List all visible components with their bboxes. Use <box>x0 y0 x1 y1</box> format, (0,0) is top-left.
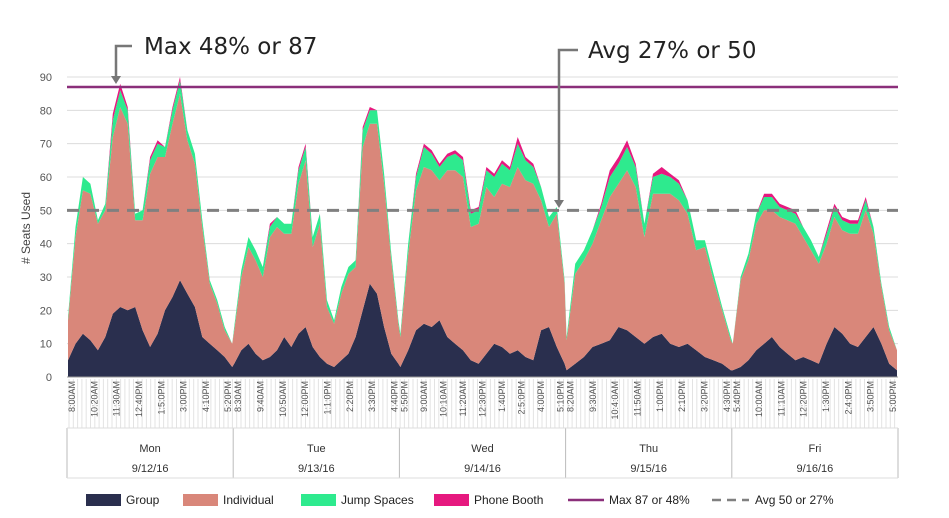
x-tick-label: 10:20AM <box>89 381 99 417</box>
date-label: 9/13/16 <box>298 463 335 475</box>
x-tick-label: 12:20PM <box>799 381 809 417</box>
day-label: Thu <box>639 443 658 455</box>
x-tick-label: 5:00PM <box>888 381 898 412</box>
reference-lines <box>67 85 898 212</box>
x-tick-label: 11:30AM <box>112 381 122 416</box>
y-tick-label: 90 <box>40 72 52 84</box>
x-tick-label: 5:40PM <box>732 381 742 412</box>
y-tick-label: 0 <box>46 372 52 384</box>
x-tick-label: 9:30AM <box>588 381 598 412</box>
x-tick-label: 11:10AM <box>776 381 786 416</box>
legend: Group Individual Jump Spaces Phone Booth… <box>86 493 834 507</box>
date-label: 9/12/16 <box>132 463 169 475</box>
x-tick-label: 5:50PM <box>399 381 409 412</box>
day-label: Mon <box>139 443 160 455</box>
x-tick-label: 10:50AM <box>278 381 288 417</box>
x-tick-label: 1:5:0PM <box>156 381 166 415</box>
x-tick-label: 11:50AM <box>633 381 643 416</box>
x-tick-label: 5:20PM <box>223 381 233 412</box>
y-tick-label: 50 <box>40 205 52 217</box>
x-tick-label: 12:00PM <box>300 381 310 417</box>
x-tick-label: 1:1:0PM <box>323 381 333 415</box>
legend-label-phone: Phone Booth <box>474 493 543 507</box>
date-label: 9/16/16 <box>797 463 834 475</box>
max-annotation: Max 48% or 87 <box>111 34 317 84</box>
area-group <box>68 280 897 377</box>
x-tick-label: 4:10PM <box>201 381 211 412</box>
y-tick-label: 10 <box>40 339 52 351</box>
x-tick-label: 1:00PM <box>655 381 665 412</box>
x-tick-label: 12:40PM <box>134 381 144 417</box>
legend-swatch-phone <box>434 494 469 506</box>
x-tick-label: 5:10PM <box>556 381 566 412</box>
x-tick-label: 8:20AM <box>566 381 576 412</box>
x-tick-label: 10:4:0AM <box>610 381 620 420</box>
area-individual <box>68 93 897 371</box>
x-tick-label: 10:10AM <box>438 381 448 417</box>
x-tick-label: 9:00AM <box>419 381 429 412</box>
x-tick-label: 4:00PM <box>536 381 546 412</box>
x-tick-label: 12:30PM <box>478 381 488 417</box>
x-tick-label: 2:4:0PM <box>843 381 853 415</box>
x-tick-label: 8:00AM <box>67 381 77 412</box>
legend-label-jump: Jump Spaces <box>341 493 414 507</box>
x-tick-label: 3:30PM <box>367 381 377 412</box>
x-tick-label: 1:40PM <box>497 381 507 412</box>
x-tick-label: 10:00AM <box>754 381 764 417</box>
date-label: 9/15/16 <box>630 463 667 475</box>
y-tick-label: 60 <box>40 172 52 184</box>
y-tick-label: 70 <box>40 139 52 151</box>
x-tick-label: 2:5:0PM <box>517 381 527 415</box>
legend-label-avg: Avg 50 or 27% <box>755 493 834 507</box>
x-tick-label: 2:10PM <box>677 381 687 412</box>
max-annotation-label: Max 48% or 87 <box>144 34 317 60</box>
x-tick-label: 2:20PM <box>345 381 355 412</box>
legend-label-group: Group <box>126 493 160 507</box>
x-tick-label: 3:50PM <box>866 381 876 412</box>
legend-swatch-jump <box>301 494 336 506</box>
y-tick-label: 80 <box>40 105 52 117</box>
x-tick-label: 4:40PM <box>389 381 399 412</box>
legend-label-individual: Individual <box>223 493 274 507</box>
x-tick-label: 11:20AM <box>458 381 468 416</box>
x-tick-label: 9:40AM <box>256 381 266 412</box>
stacked-areas <box>68 77 897 377</box>
y-tick-label: 30 <box>40 272 52 284</box>
x-axis: 8:00AM 10:20AM 11:30AM 12:40PM 1:5:0PM 3:00PM… <box>66 376 899 479</box>
x-tick-label: 1:30PM <box>821 381 831 412</box>
x-tick-label: 8:30AM <box>233 381 243 412</box>
legend-swatch-group <box>86 494 121 506</box>
avg-annotation: Avg 27% or 50 <box>554 38 756 208</box>
y-axis-label: # Seats Used <box>19 192 33 264</box>
day-label: Wed <box>471 443 493 455</box>
legend-swatch-individual <box>183 494 218 506</box>
date-label: 9/14/16 <box>464 463 501 475</box>
x-tick-label: 3:20PM <box>700 381 710 412</box>
legend-label-max: Max 87 or 48% <box>609 493 690 507</box>
x-tick-label: 4:30PM <box>722 381 732 412</box>
day-label: Fri <box>808 443 821 455</box>
y-axis: 0 10 20 30 40 50 60 70 80 90 <box>40 72 52 384</box>
y-tick-label: 40 <box>40 239 52 251</box>
x-tick-label: 3:00PM <box>179 381 189 412</box>
y-tick-label: 20 <box>40 305 52 317</box>
avg-annotation-label: Avg 27% or 50 <box>588 38 756 64</box>
day-label: Tue <box>307 443 326 455</box>
